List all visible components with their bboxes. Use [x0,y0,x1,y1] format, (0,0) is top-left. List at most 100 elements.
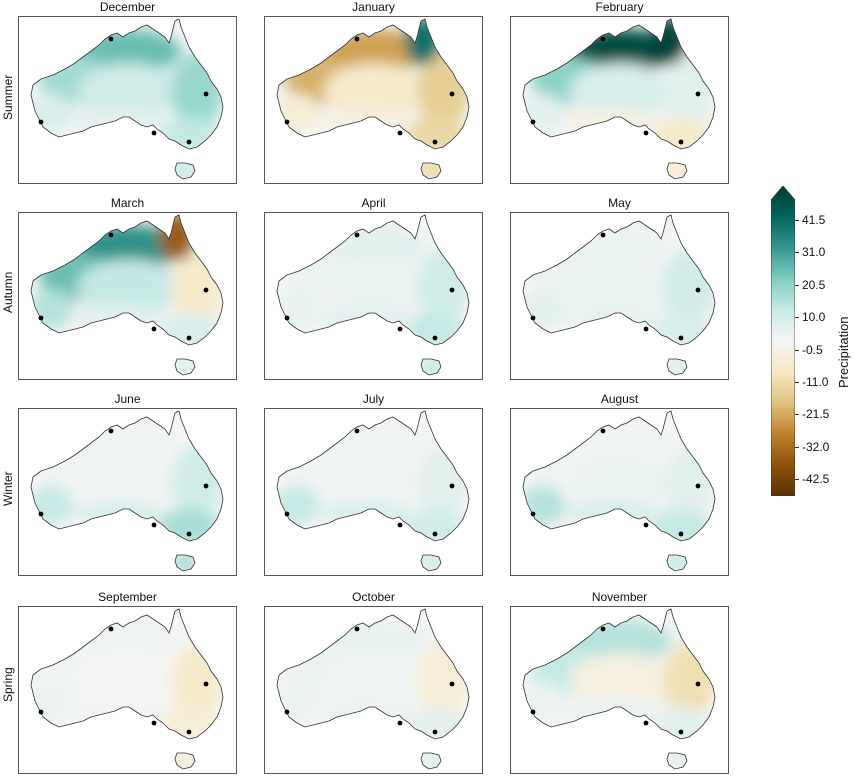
tasmania-coastline [666,162,688,180]
tasmania-coastline [420,554,442,572]
australia-map [30,608,224,770]
season-label-autumn: Autumn [1,271,15,313]
month-title-march: March [110,196,145,210]
season-label-winter: Winter [1,471,15,506]
month-title-april: April [361,196,386,210]
colorbar-tick-label: -21.5 [802,407,830,422]
australia-map [30,18,224,180]
anomaly-region-interior [569,259,673,315]
map-panel-june [18,408,237,576]
tasmania-coastline [420,752,442,770]
map-panel-april [264,212,483,380]
colorbar-tick-mark [795,317,799,319]
city-marker [449,483,455,489]
anomaly-region-east [663,445,715,521]
season-label-spring: Spring [1,667,15,702]
city-marker [203,287,209,293]
australia-map [522,410,716,572]
coastline [276,18,470,150]
month-title-december: December [99,0,156,14]
colorbar-tick-label: 10.0 [802,310,826,325]
city-marker [397,522,403,528]
city-marker [643,720,649,726]
australia-map [276,214,470,376]
anomaly-region-southeast [405,509,465,545]
anomaly-region-southeast [405,117,465,153]
city-marker [151,720,157,726]
city-marker [530,315,536,321]
coastline [276,214,470,346]
anomaly-region-northeast [159,215,195,261]
city-marker [186,531,192,537]
anomaly-region-interior [77,653,181,709]
coastline [522,214,716,346]
coastline [276,410,470,542]
month-title-june: June [114,392,141,406]
anomaly-region-interior [77,259,181,315]
map-panel-august [510,408,729,576]
tasmania-coastline [174,752,196,770]
city-marker [108,36,114,42]
city-marker [151,130,157,136]
anomaly-region-interior [77,455,181,511]
month-title-july: July [362,392,385,406]
city-marker [354,36,360,42]
map-panel-may [510,212,729,380]
city-marker [38,511,44,517]
colorbar-tick-mark [795,479,799,481]
city-marker [284,119,290,125]
tasmania-coastline [174,554,196,572]
anomaly-region-east [171,445,223,521]
anomaly-region-northeast [651,19,687,65]
australia-map [30,214,224,376]
city-marker [203,681,209,687]
city-marker [449,91,455,97]
colorbar-tick-mark [795,284,799,286]
anomaly-region-east [663,249,715,325]
city-marker [186,335,192,341]
city-marker [643,130,649,136]
colorbar-tick-mark [795,220,799,222]
city-marker [397,326,403,332]
colorbar-tick-mark [795,446,799,448]
city-marker [678,335,684,341]
month-title-september: September [98,590,157,604]
city-marker [38,119,44,125]
city-marker [432,531,438,537]
city-marker [678,531,684,537]
city-marker [284,511,290,517]
season-label-summer: Summer [1,74,15,120]
anomaly-region-southeast [405,707,465,743]
colorbar-tick-label: 20.5 [802,277,826,292]
city-marker [203,91,209,97]
tasmania-coastline [666,554,688,572]
anomaly-region-interior [323,63,427,119]
tasmania-coastline [420,162,442,180]
australia-map [522,18,716,180]
city-marker [203,483,209,489]
anomaly-region-southeast [651,509,711,545]
coastline [522,18,716,150]
anomaly-region-interior [569,455,673,511]
anomaly-region-interior [323,259,427,315]
colorbar-tick-mark [795,414,799,416]
city-marker [354,626,360,632]
city-marker [108,232,114,238]
city-marker [695,483,701,489]
australia-map [276,410,470,572]
anomaly-region-east [171,53,223,129]
city-marker [695,287,701,293]
city-marker [678,139,684,145]
city-marker [695,91,701,97]
city-marker [397,130,403,136]
anomaly-region-east [417,445,469,521]
anomaly-region-interior [323,653,427,709]
anomaly-region-east [171,643,223,719]
anomaly-region-interior [569,653,673,709]
city-marker [432,729,438,735]
colorbar-tick-label: -42.5 [802,472,830,487]
map-panel-february [510,16,729,184]
map-panel-december [18,16,237,184]
anomaly-region-southeast [651,707,711,743]
coastline [522,410,716,542]
